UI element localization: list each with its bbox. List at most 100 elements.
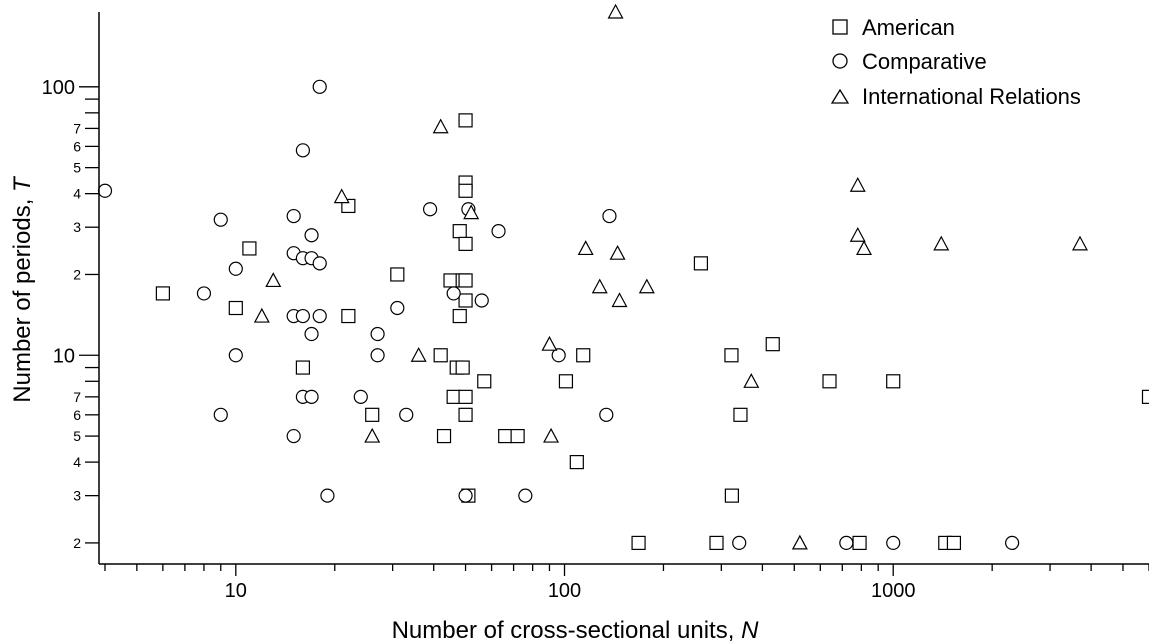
series-triangle bbox=[253, 3, 1088, 550]
square-marker bbox=[693, 256, 709, 271]
circle-marker bbox=[370, 326, 385, 342]
plot-area bbox=[97, 3, 1149, 551]
square-marker bbox=[477, 374, 492, 389]
triangle-marker bbox=[591, 278, 608, 294]
square-marker bbox=[458, 113, 473, 128]
circle-marker bbox=[228, 348, 243, 363]
triangle-marker bbox=[791, 534, 808, 550]
triangle-marker bbox=[849, 226, 866, 242]
triangle-marker bbox=[541, 335, 558, 351]
x-tick-label: 1000 bbox=[871, 580, 916, 602]
triangle-marker bbox=[607, 3, 624, 19]
square-marker bbox=[242, 241, 257, 256]
circle-marker bbox=[732, 535, 747, 551]
triangle-marker bbox=[1071, 235, 1088, 251]
circle-marker bbox=[312, 79, 327, 94]
triangle-marker bbox=[743, 373, 760, 388]
y-minor-tick-label: 6 bbox=[73, 138, 81, 154]
triangle-marker bbox=[611, 292, 628, 308]
circle-marker bbox=[97, 183, 113, 198]
square-marker bbox=[155, 286, 170, 301]
y-minor-tick-label: 4 bbox=[73, 454, 81, 470]
square-marker bbox=[886, 374, 901, 389]
y-major-tick-label: 10 bbox=[53, 345, 75, 367]
square-marker bbox=[452, 224, 467, 239]
square-marker bbox=[390, 267, 405, 282]
circle-marker bbox=[399, 407, 414, 422]
square-marker bbox=[852, 535, 867, 551]
triangle-marker bbox=[253, 307, 270, 323]
y-minor-tick-label: 4 bbox=[73, 186, 81, 202]
circle-marker bbox=[458, 488, 473, 503]
square-marker bbox=[458, 236, 473, 251]
circle-marker bbox=[1005, 535, 1020, 551]
circle-marker bbox=[312, 256, 327, 271]
square-marker bbox=[341, 308, 356, 324]
legend-triangle-marker bbox=[830, 88, 850, 104]
legend-circle-marker bbox=[832, 53, 848, 69]
y-axis-label: Number of periods, T bbox=[9, 175, 36, 403]
y-minor-tick-label: 7 bbox=[73, 389, 81, 405]
square-marker bbox=[498, 428, 513, 444]
circle-marker bbox=[491, 224, 506, 239]
square-marker bbox=[452, 308, 467, 324]
square-marker bbox=[436, 428, 452, 444]
square-marker bbox=[458, 389, 473, 404]
square-marker bbox=[455, 360, 470, 375]
square-marker bbox=[724, 348, 739, 363]
circle-marker bbox=[295, 308, 311, 324]
triangle-marker bbox=[856, 240, 873, 256]
square-marker bbox=[295, 360, 311, 375]
circle-marker bbox=[213, 407, 228, 422]
triangle-marker bbox=[432, 118, 449, 134]
circle-marker bbox=[304, 389, 319, 404]
square-marker bbox=[1141, 389, 1149, 404]
square-marker bbox=[458, 407, 473, 422]
y-axis-ticks: 10 100 2 3 4 5 6 7 2 3 4 5 6 7 bbox=[42, 77, 99, 551]
circle-marker bbox=[286, 208, 301, 224]
circle-marker bbox=[304, 326, 319, 342]
legend-square-marker bbox=[832, 19, 848, 35]
square-marker bbox=[510, 428, 525, 444]
circle-marker bbox=[446, 286, 461, 301]
y-minor-tick-label: 5 bbox=[73, 160, 81, 176]
triangle-marker bbox=[333, 188, 350, 204]
circle-marker bbox=[304, 228, 319, 243]
triangle-marker bbox=[410, 347, 427, 362]
square-marker bbox=[733, 407, 748, 422]
legend-label-international-relations: International Relations bbox=[862, 84, 1081, 109]
y-minor-tick-label: 5 bbox=[73, 428, 81, 444]
circle-marker bbox=[370, 348, 385, 363]
circle-marker bbox=[422, 202, 438, 217]
square-marker bbox=[443, 273, 458, 288]
y-minor-tick-label: 2 bbox=[73, 266, 81, 282]
square-marker bbox=[631, 535, 646, 551]
y-minor-tick-label: 3 bbox=[73, 219, 81, 235]
circle-marker bbox=[390, 300, 405, 316]
circle-marker bbox=[213, 212, 228, 227]
circle-marker bbox=[886, 535, 901, 551]
legend-label-comparative: Comparative bbox=[862, 49, 987, 74]
square-marker bbox=[765, 337, 780, 352]
square-marker bbox=[724, 488, 739, 503]
y-major-tick-label: 100 bbox=[42, 77, 75, 99]
square-marker bbox=[433, 348, 448, 363]
square-marker bbox=[822, 374, 837, 389]
square-marker bbox=[446, 389, 461, 404]
y-axis-label-prefix: Number of periods, bbox=[9, 192, 36, 403]
x-axis-ticks: 10 100 1000 bbox=[104, 564, 1149, 602]
triangle-marker bbox=[463, 204, 480, 220]
series-circle bbox=[97, 79, 1020, 551]
circle-marker bbox=[320, 488, 335, 503]
square-marker bbox=[558, 374, 574, 389]
circle-marker bbox=[474, 293, 489, 308]
y-minor-tick-label: 7 bbox=[73, 120, 81, 136]
triangle-marker bbox=[265, 272, 282, 288]
triangle-marker bbox=[543, 427, 560, 443]
square-marker bbox=[576, 348, 591, 363]
y-axis-label-variable: T bbox=[9, 175, 36, 192]
y-minor-tick-label: 3 bbox=[73, 488, 81, 504]
square-marker bbox=[458, 183, 473, 198]
circle-marker bbox=[551, 348, 566, 363]
y-minor-tick-label: 6 bbox=[73, 407, 81, 423]
